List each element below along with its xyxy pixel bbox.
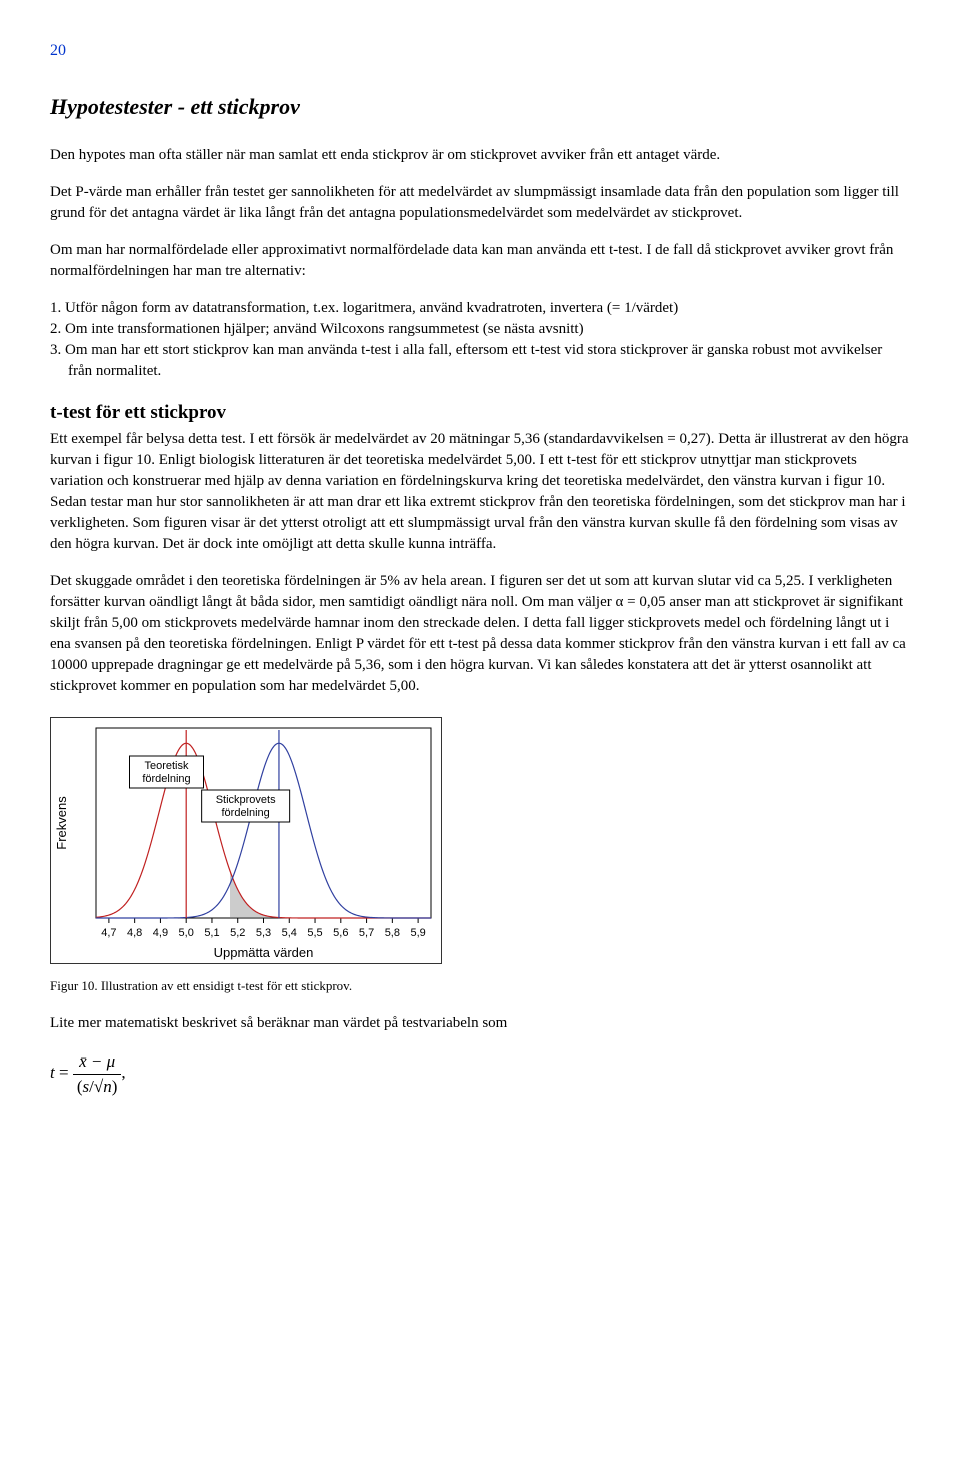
svg-text:5,1: 5,1	[204, 927, 219, 939]
svg-text:5,5: 5,5	[307, 927, 322, 939]
svg-text:5,3: 5,3	[256, 927, 271, 939]
svg-text:fördelning: fördelning	[142, 773, 190, 785]
svg-text:Frekvens: Frekvens	[54, 796, 69, 850]
intro-paragraph-1: Den hypotes man ofta ställer när man sam…	[50, 145, 910, 166]
svg-text:5,0: 5,0	[179, 927, 194, 939]
figure-caption: Figur 10. Illustration av ett ensidigt t…	[50, 977, 910, 995]
chart-svg: 4,7 4,8 4,9 5,0 5,1 5,2 5,3 5,4 5,5 5,6 5,7 5,8 5,9 U…	[50, 717, 442, 964]
svg-text:5,4: 5,4	[282, 927, 297, 939]
svg-text:4,7: 4,7	[101, 927, 116, 939]
numbered-list: 1. Utför någon form av datatransformatio…	[50, 298, 910, 382]
intro-paragraph-3: Om man har normalfördelade eller approxi…	[50, 240, 910, 282]
list-item: 2. Om inte transformationen hjälper; anv…	[50, 319, 910, 340]
figure-container: 4,7 4,8 4,9 5,0 5,1 5,2 5,3 5,4 5,5 5,6 5,7 5,8 5,9 U…	[50, 717, 910, 971]
svg-text:Uppmätta värden: Uppmätta värden	[214, 945, 314, 960]
body-paragraph-2: Det skuggade området i den teoretiska fö…	[50, 571, 910, 697]
svg-text:5,7: 5,7	[359, 927, 374, 939]
list-item: 3. Om man har ett stort stickprov kan ma…	[50, 340, 910, 382]
body-paragraph-1: Ett exempel får belysa detta test. I ett…	[50, 429, 910, 555]
svg-text:4,9: 4,9	[153, 927, 168, 939]
svg-text:Stickprovets: Stickprovets	[216, 794, 276, 806]
page-number: 20	[50, 40, 910, 62]
formula: t = x̄ − μ (s/√n) ,	[50, 1050, 910, 1099]
svg-text:5,9: 5,9	[410, 927, 425, 939]
intro-paragraph-2: Det P-värde man erhåller från testet ger…	[50, 182, 910, 224]
svg-text:4,8: 4,8	[127, 927, 142, 939]
svg-text:5,2: 5,2	[230, 927, 245, 939]
svg-text:Teoretisk: Teoretisk	[144, 760, 189, 772]
svg-text:5,8: 5,8	[385, 927, 400, 939]
formula-intro: Lite mer matematiskt beskrivet så beräkn…	[50, 1013, 910, 1034]
svg-text:5,6: 5,6	[333, 927, 348, 939]
main-heading: Hypotestester - ett stickprov	[50, 92, 910, 123]
svg-text:fördelning: fördelning	[221, 807, 269, 819]
sub-heading: t-test för ett stickprov	[50, 400, 910, 427]
list-item: 1. Utför någon form av datatransformatio…	[50, 298, 910, 319]
